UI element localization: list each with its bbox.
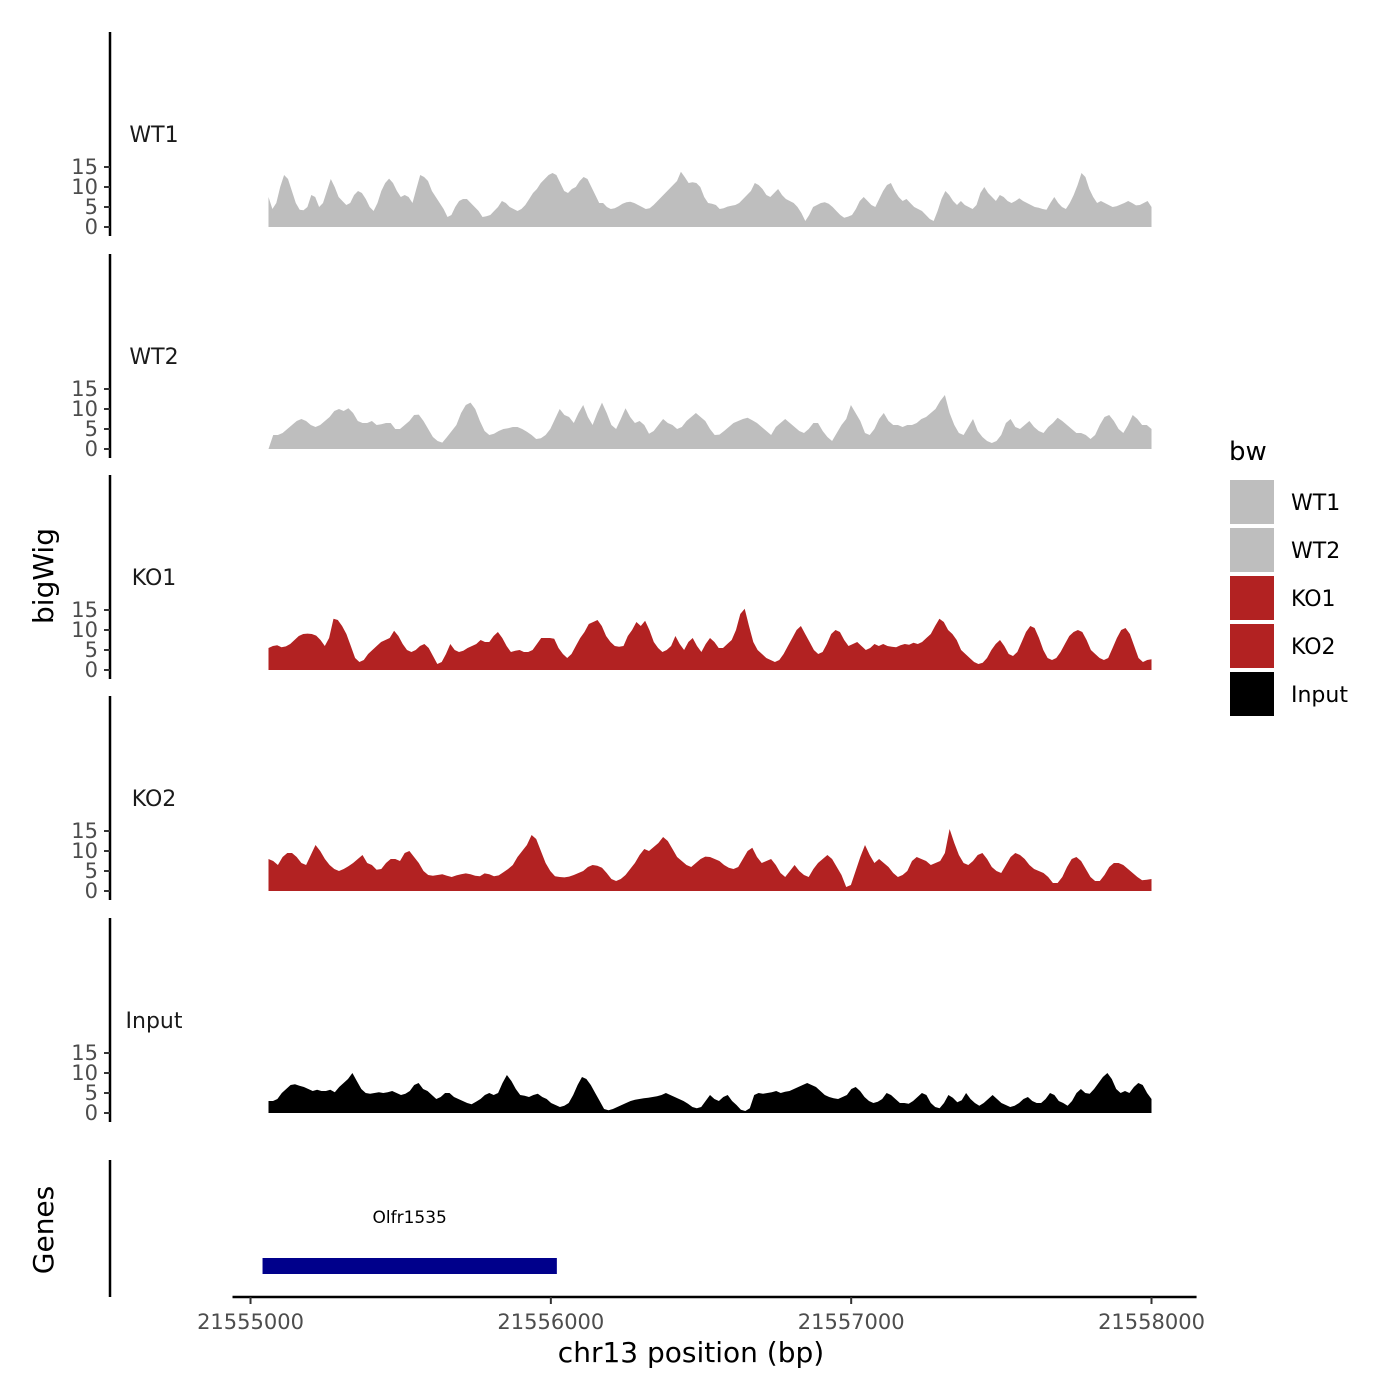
y-tick-label: 15 xyxy=(71,155,98,179)
y-tick-label: 10 xyxy=(71,618,98,642)
legend: bw WT1 WT2 KO1 KO2 Input xyxy=(1229,437,1348,716)
legend-swatch-wt2 xyxy=(1230,528,1274,572)
x-tick-label: 21556000 xyxy=(497,1310,604,1334)
y-tick-label: 0 xyxy=(85,215,98,239)
x-axis-title: chr13 position (bp) xyxy=(558,1336,824,1369)
y-tick-label: 15 xyxy=(71,819,98,843)
y-tick-label: 0 xyxy=(85,658,98,682)
x-tick-label: 21555000 xyxy=(197,1310,304,1334)
y-tick-label: 5 xyxy=(85,638,98,662)
track-label: WT1 xyxy=(129,123,178,148)
y-tick-label: 15 xyxy=(71,1041,98,1065)
y-tick-label: 5 xyxy=(85,859,98,883)
legend-label-ko1: KO1 xyxy=(1291,587,1336,612)
y-tick-label: 10 xyxy=(71,397,98,421)
x-axis: 21555000 21556000 21557000 21558000 xyxy=(197,1295,1205,1334)
gene-panel: Olfr1535 xyxy=(108,1160,557,1297)
coverage-area-input xyxy=(268,1073,1152,1113)
legend-swatch-input xyxy=(1230,672,1274,716)
legend-label-input: Input xyxy=(1291,683,1348,708)
y-tick-label: 15 xyxy=(71,598,98,622)
y-tick-label: 5 xyxy=(85,1081,98,1105)
track-label: KO2 xyxy=(132,787,177,812)
y-tick-label: 0 xyxy=(85,879,98,903)
y-tick-label: 5 xyxy=(85,195,98,219)
track-label: KO1 xyxy=(132,566,177,591)
legend-swatch-ko1 xyxy=(1230,576,1274,620)
y-tick-label: 15 xyxy=(71,377,98,401)
track-label: Input xyxy=(126,1009,183,1034)
coverage-area-ko2 xyxy=(268,829,1152,891)
gene-body xyxy=(262,1258,557,1274)
y-tick-label: 10 xyxy=(71,1061,98,1085)
legend-swatch-ko2 xyxy=(1230,624,1274,668)
coverage-area-ko1 xyxy=(268,608,1152,670)
track-panels: 051015WT1051015WT2051015KO1051015KO20510… xyxy=(71,32,1152,1125)
y-tick-label: 0 xyxy=(85,437,98,461)
legend-label-ko2: KO2 xyxy=(1291,635,1336,660)
track-label: WT2 xyxy=(129,345,178,370)
y-tick-label: 0 xyxy=(85,1101,98,1125)
legend-label-wt2: WT2 xyxy=(1291,539,1340,564)
legend-swatch-wt1 xyxy=(1230,480,1274,524)
coverage-area-wt2 xyxy=(268,395,1152,449)
y-tick-label: 5 xyxy=(85,417,98,441)
coverage-area-wt1 xyxy=(268,171,1152,227)
legend-title: bw xyxy=(1229,437,1267,467)
y-axis-title: bigWig xyxy=(27,528,60,624)
x-tick-label: 21557000 xyxy=(798,1310,905,1334)
legend-label-wt1: WT1 xyxy=(1291,491,1340,516)
gene-label: Olfr1535 xyxy=(373,1208,447,1228)
x-tick-label: 21558000 xyxy=(1098,1310,1205,1334)
genes-axis-title: Genes xyxy=(27,1186,60,1274)
y-tick-label: 10 xyxy=(71,175,98,199)
y-tick-label: 10 xyxy=(71,839,98,863)
